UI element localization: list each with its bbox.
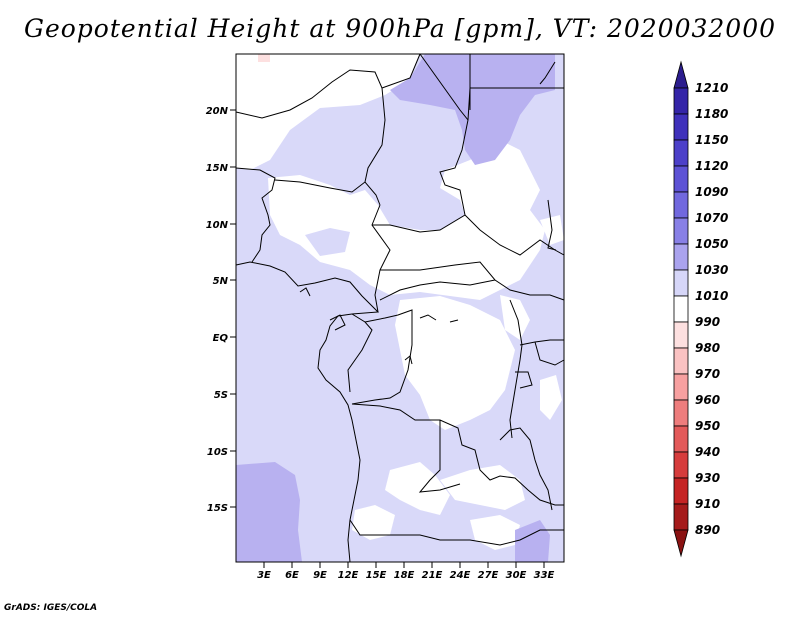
- map-plot: 20N 15N 10N 5N EQ 5S 10S 15S 3E 6E 9E 12…: [206, 53, 565, 581]
- lon-label: 12E: [338, 570, 359, 581]
- lat-label: EQ: [213, 333, 229, 344]
- lat-label: 20N: [206, 106, 229, 117]
- legend-cap-top: [673, 60, 689, 89]
- legend-labels: 1210 1180 1150 1120 1090 1070 1050 1030 …: [695, 81, 728, 537]
- legend-label: 980: [695, 341, 720, 355]
- lon-label: 33E: [534, 570, 555, 581]
- lon-label: 21E: [422, 570, 443, 581]
- legend-label: 960: [695, 393, 720, 407]
- lon-label: 27E: [478, 570, 499, 581]
- legend-label: 910: [695, 497, 720, 511]
- legend-swatch: [673, 165, 689, 193]
- legend-label: 1120: [695, 159, 728, 173]
- legend-label: 1010: [695, 289, 728, 303]
- legend-swatch: [673, 87, 689, 115]
- legend-swatch: [673, 217, 689, 245]
- legend-swatch: [673, 399, 689, 427]
- legend-swatch: [673, 113, 689, 141]
- legend-label: 970: [695, 367, 720, 381]
- lat-label: 10N: [206, 220, 229, 231]
- legend-label: 1070: [695, 211, 728, 225]
- lon-label: 24E: [450, 570, 471, 581]
- lon-label: 15E: [366, 570, 387, 581]
- legend-cap-bottom: [673, 529, 689, 558]
- lat-label: 5N: [213, 276, 229, 287]
- lat-label: 15N: [206, 163, 229, 174]
- map-title: Geopotential Height at 900hPa [gpm], VT:…: [23, 14, 777, 43]
- lat-ticks: [230, 109, 236, 508]
- lat-label: 15S: [207, 503, 228, 514]
- legend-swatch: [673, 269, 689, 297]
- legend-swatch: [673, 425, 689, 453]
- lat-label: 5S: [214, 390, 228, 401]
- lat-label: 10S: [207, 447, 228, 458]
- legend-label: 1090: [695, 185, 728, 199]
- legend-swatch: [673, 139, 689, 167]
- legend-label: 1180: [695, 107, 728, 121]
- field-pink-spot: [258, 54, 270, 62]
- lon-labels: 3E 6E 9E 12E 15E 18E 21E 24E 27E 30E 33E: [257, 570, 554, 581]
- legend-swatch: [673, 373, 689, 401]
- legend-label: 950: [695, 419, 720, 433]
- legend-label: 990: [695, 315, 720, 329]
- lon-label: 9E: [313, 570, 327, 581]
- field-white-regions: [236, 54, 564, 550]
- plot-frame: [235, 53, 565, 563]
- legend-swatch: [673, 451, 689, 479]
- legend-swatch: [673, 243, 689, 271]
- legend-swatch: [673, 477, 689, 505]
- lon-label: 18E: [394, 570, 415, 581]
- legend-swatch: [673, 295, 689, 323]
- legend-label: 1050: [695, 237, 728, 251]
- field-lavender-regions: [236, 54, 555, 562]
- legend-swatch: [673, 191, 689, 219]
- legend-swatches: [673, 60, 689, 558]
- legend-label: 930: [695, 471, 720, 485]
- country-borders: [235, 53, 565, 563]
- legend-swatch: [673, 503, 689, 531]
- lon-label: 6E: [285, 570, 299, 581]
- color-legend: 1210 1180 1150 1120 1090 1070 1050 1030 …: [673, 60, 728, 558]
- lat-labels: 20N 15N 10N 5N EQ 5S 10S 15S: [206, 106, 229, 514]
- legend-label: 1210: [695, 81, 728, 95]
- lon-ticks: [263, 562, 545, 568]
- legend-label: 1150: [695, 133, 728, 147]
- legend-label: 890: [695, 523, 720, 537]
- legend-swatch: [673, 321, 689, 349]
- legend-label: 940: [695, 445, 720, 459]
- lon-label: 3E: [257, 570, 271, 581]
- grads-credit: GrADS: IGES/COLA: [4, 603, 98, 613]
- lon-label: 30E: [506, 570, 527, 581]
- legend-label: 1030: [695, 263, 728, 277]
- legend-swatch: [673, 347, 689, 375]
